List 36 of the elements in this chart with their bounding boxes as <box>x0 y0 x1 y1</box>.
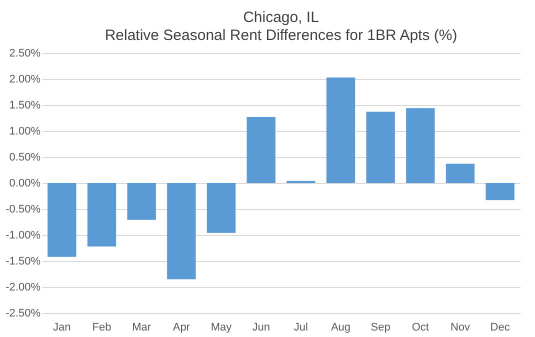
x-tick-label: Dec <box>490 322 510 334</box>
bar <box>446 164 475 183</box>
bar <box>246 116 276 183</box>
x-tick-label: Feb <box>92 322 112 334</box>
bar <box>406 108 435 183</box>
bar <box>127 183 156 220</box>
x-tick-label: Sep <box>370 322 390 334</box>
chart-subtitle: Relative Seasonal Rent Differences for 1BR Apts (%) <box>104 27 458 44</box>
x-tick-label: Jun <box>252 322 270 334</box>
bar <box>206 183 236 233</box>
y-tick-label: 1.50% <box>9 100 41 112</box>
x-tick-label: Oct <box>412 322 429 334</box>
x-tick-label: Mar <box>132 322 152 334</box>
x-tick-label: Aug <box>330 322 351 334</box>
chart-title: Chicago, IL <box>243 9 319 26</box>
y-tick-label: 0.00% <box>9 178 41 190</box>
x-tick-label: Jan <box>53 322 71 334</box>
y-tick-label: -1.50% <box>6 256 41 268</box>
y-tick-label: -2.00% <box>6 282 41 294</box>
y-tick-label: 2.50% <box>9 48 41 60</box>
y-tick-label: 1.00% <box>9 126 41 138</box>
x-tick-label: Jul <box>294 322 308 334</box>
bar <box>167 183 196 280</box>
x-tick-label: May <box>210 322 232 334</box>
x-tick-label: Apr <box>172 322 190 334</box>
bar <box>326 77 356 183</box>
x-tick-label: Nov <box>450 322 471 334</box>
bar <box>87 183 116 246</box>
y-tick-label: 0.50% <box>9 152 41 164</box>
bar <box>366 112 395 183</box>
y-tick-label: -0.50% <box>6 204 41 216</box>
y-tick-label: -1.00% <box>6 230 41 242</box>
y-tick-label: 2.00% <box>9 74 41 86</box>
y-tick-label: -2.50% <box>6 308 41 320</box>
bar <box>486 183 514 200</box>
bar <box>48 183 76 257</box>
